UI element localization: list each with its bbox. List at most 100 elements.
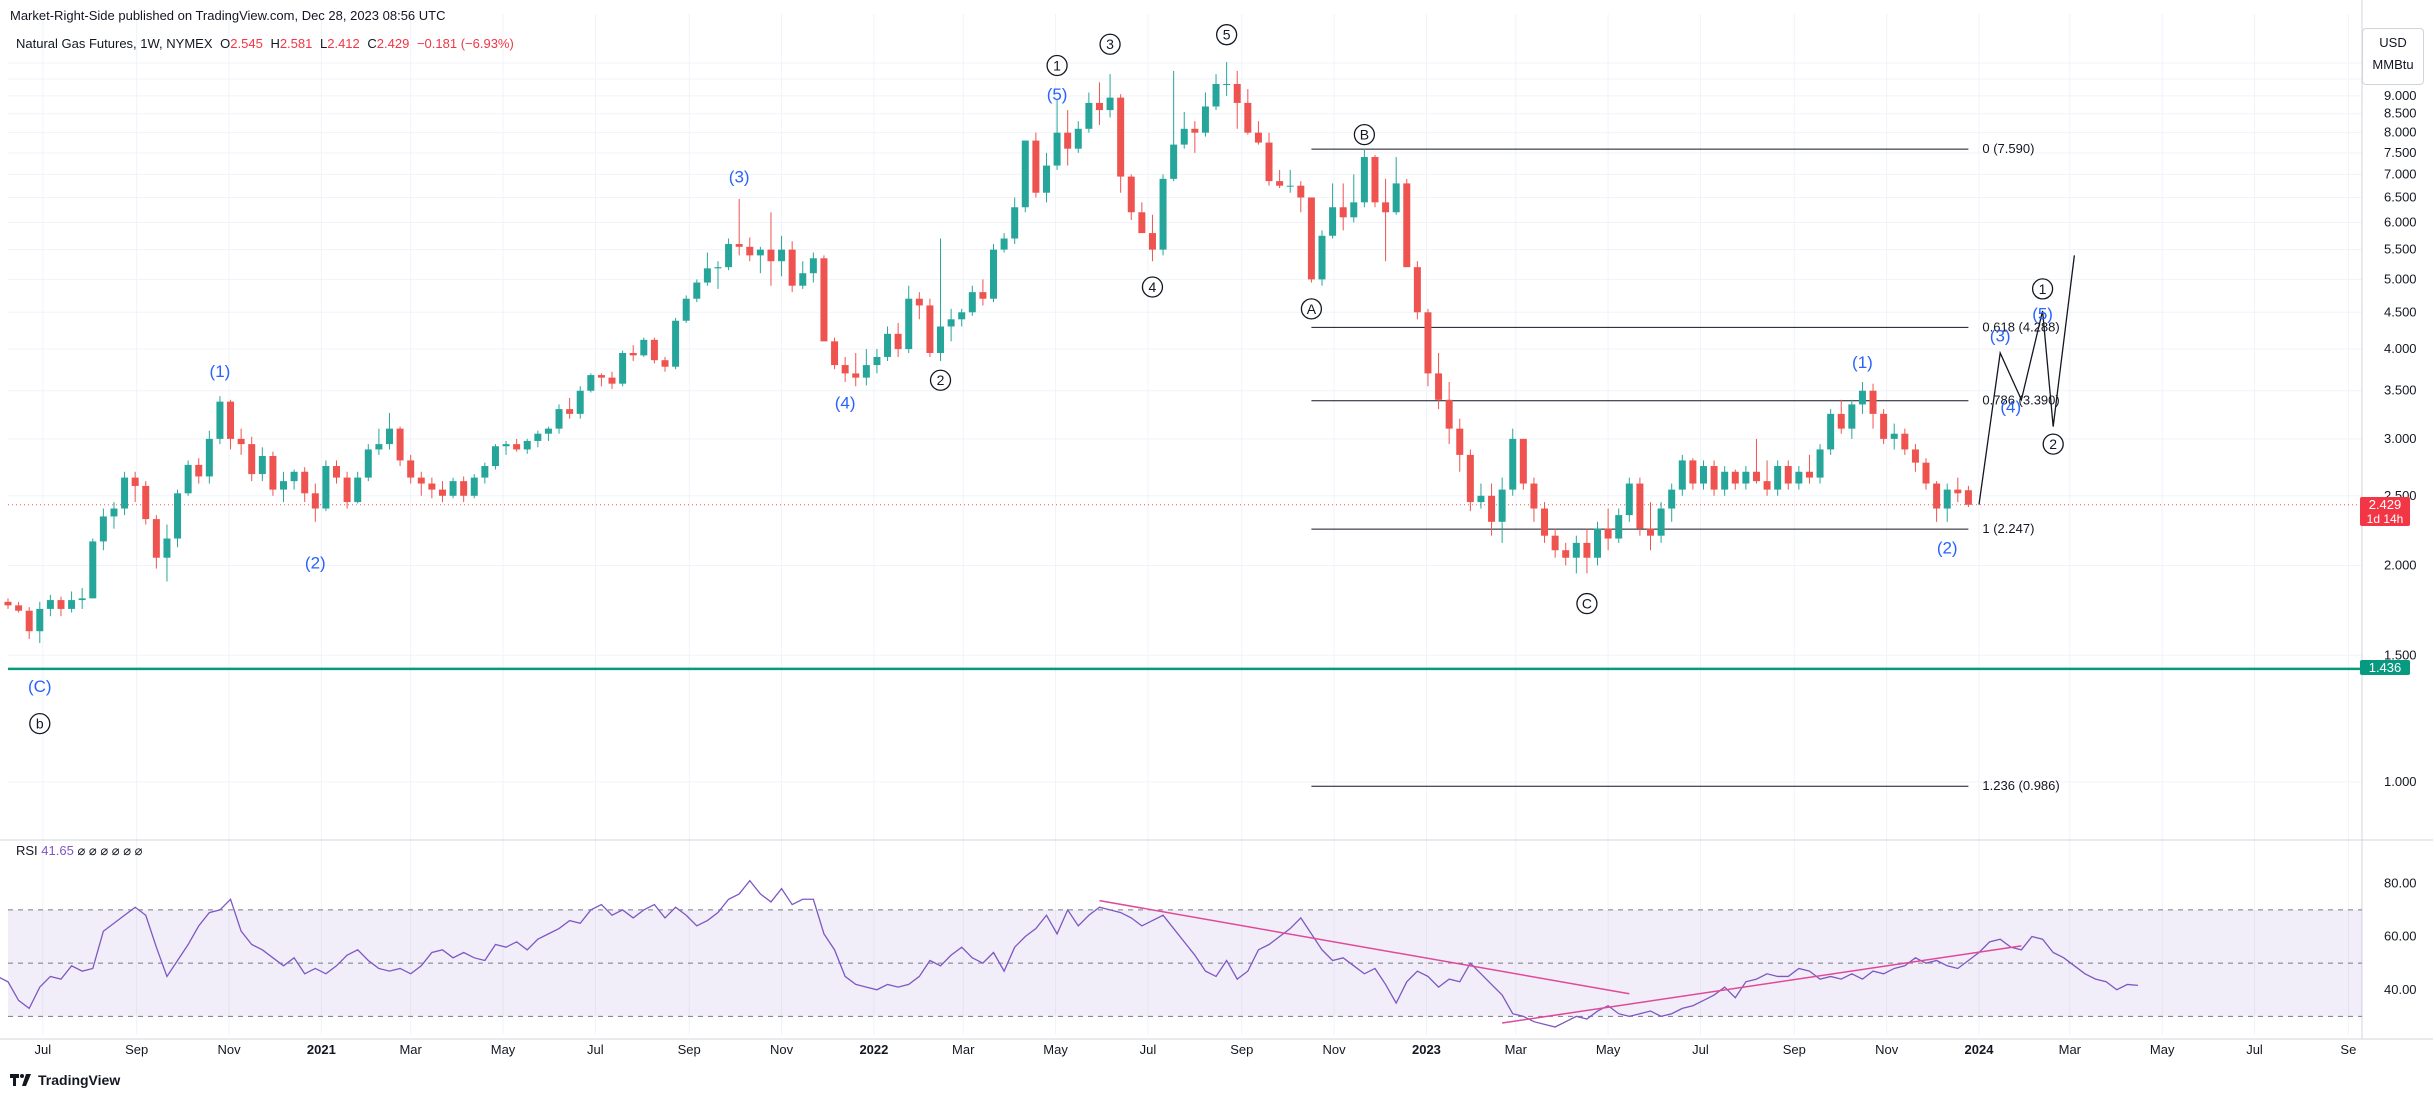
last-price-value: 2.429 (2368, 496, 2402, 512)
candle-body (1519, 438, 1527, 484)
candle-body (809, 258, 817, 274)
price-tick-label: 5.000 (2384, 271, 2417, 286)
wave-label-circle (929, 369, 952, 391)
time-tick-label: Nov (770, 1042, 794, 1057)
candle-body (1276, 181, 1284, 186)
candle-body (1763, 481, 1771, 490)
price-tick-label: 3.500 (2384, 383, 2417, 398)
rsi-tick-label: 40.00 (2384, 982, 2417, 997)
rsi-trendline (1502, 945, 2022, 1024)
candle-body (1890, 433, 1898, 439)
candle-body (290, 471, 298, 482)
candle-body (1721, 471, 1729, 490)
candle-body (1042, 165, 1050, 193)
candle-body (1233, 83, 1241, 103)
time-tick-label: 2024 (1965, 1042, 1995, 1057)
symbol-legend[interactable]: Natural Gas Futures, 1W, NYMEX O2.545 H2… (16, 36, 514, 51)
grid-lines (0, 0, 2433, 1040)
candle-body (1159, 178, 1167, 250)
wave-label-circle (2042, 433, 2064, 455)
price-tick-label: 8.000 (2384, 125, 2417, 140)
symbol-name: Natural Gas Futures, 1W, NYMEX (16, 36, 213, 51)
time-tick-label: Jul (35, 1042, 52, 1057)
candle-body (1148, 233, 1156, 250)
rsi-legend[interactable]: RSI 41.65 ⌀ ⌀ ⌀ ⌀ ⌀ ⌀ (16, 843, 143, 859)
low-label: L (320, 36, 328, 51)
candle-body (1244, 102, 1252, 133)
candle-body (417, 477, 425, 484)
candle-body (1530, 483, 1538, 509)
wave-label: 4 (1149, 279, 1157, 295)
fibonacci-levels[interactable]: 0 (7.590)0.618 (4.288)0.786 (3.390)1 (2.… (8, 141, 2362, 793)
elliott-wave-labels[interactable]: (C) b (1) (2) (3) (4) 2 1 (5) 3 4 5 B A C (1) (2) (3) (4) 1… (28, 24, 2076, 735)
candle-body (99, 516, 107, 542)
candle-body (905, 298, 913, 350)
candle-body (703, 268, 711, 283)
tradingview-logo[interactable]: TradingView (10, 1072, 120, 1088)
candle-body (714, 267, 722, 269)
wave-label-circle (1099, 33, 1121, 55)
candle-body (1827, 413, 1835, 450)
candle-body (1742, 471, 1750, 484)
candle-body (1699, 466, 1707, 484)
candle-body (990, 249, 998, 299)
candle-body (174, 493, 182, 539)
rsi-flags: ⌀ ⌀ ⌀ ⌀ ⌀ ⌀ (77, 843, 143, 858)
candle-body (1943, 489, 1951, 509)
candle-body (1816, 449, 1824, 478)
time-tick-label: Nov (1875, 1042, 1899, 1057)
candle-body (1127, 176, 1135, 213)
wave-label: (C) (28, 677, 52, 696)
time-axis[interactable]: Jul Sep Nov 2021 Mar May Jul Sep Nov 2022 Mar May Ju… (35, 1042, 2357, 1057)
candle-body (1498, 489, 1506, 522)
candle-body (1509, 438, 1517, 490)
candle-body (831, 341, 839, 366)
candle-body (1307, 197, 1315, 280)
currency-unit-selector[interactable]: USD MMBtu (2362, 28, 2424, 85)
candle-body (1562, 550, 1570, 558)
time-tick-label: 2022 (859, 1042, 888, 1057)
candle-body (1329, 207, 1337, 236)
candle-body (661, 360, 669, 367)
candle-body (1011, 207, 1019, 239)
price-axis[interactable]: 1.0001.5002.0002.5003.0003.5004.0004.500… (2384, 55, 2424, 789)
candle-body (608, 377, 616, 384)
wave-label: (5) (1047, 85, 1068, 104)
candle-body (385, 428, 393, 445)
time-tick-label: May (1596, 1042, 1621, 1057)
candle-body (449, 481, 457, 496)
candle-body (364, 449, 372, 478)
currency-label: USD (2379, 35, 2407, 50)
rsi-pane: 40.00 60.00 80.00 (0, 875, 2417, 1028)
wave-label: 3 (1106, 36, 1114, 52)
candle-body (258, 455, 266, 475)
candle-body (756, 249, 764, 256)
candle-body (1021, 140, 1029, 208)
time-tick-label: May (2150, 1042, 2175, 1057)
wave-label: (4) (2000, 397, 2021, 416)
last-price-badge: 2.429 1d 14h (2360, 496, 2410, 526)
candle-body (1647, 528, 1655, 536)
candle-body (1551, 535, 1559, 551)
candle-body (1541, 508, 1549, 536)
candle-body (841, 365, 849, 374)
candle-body (1371, 157, 1379, 203)
rsi-label: RSI (16, 843, 38, 858)
candle-body (587, 375, 595, 391)
candle-body (534, 433, 542, 441)
time-tick-label: Mar (2059, 1042, 2082, 1057)
candle-body (1392, 183, 1400, 213)
candle-body (1477, 495, 1485, 503)
candle-body (481, 466, 489, 478)
support-price-badge: 1.436 (2360, 659, 2410, 675)
time-tick-label: May (1043, 1042, 1068, 1057)
wave-label: (2) (305, 553, 326, 572)
candle-body (311, 493, 319, 509)
wave-label: C (1582, 596, 1592, 612)
candle-body (746, 246, 754, 256)
time-tick-label: Nov (1323, 1042, 1347, 1057)
candle-body (1594, 528, 1602, 558)
candle-body (1901, 433, 1909, 450)
wave-label-circle (1353, 123, 1376, 146)
